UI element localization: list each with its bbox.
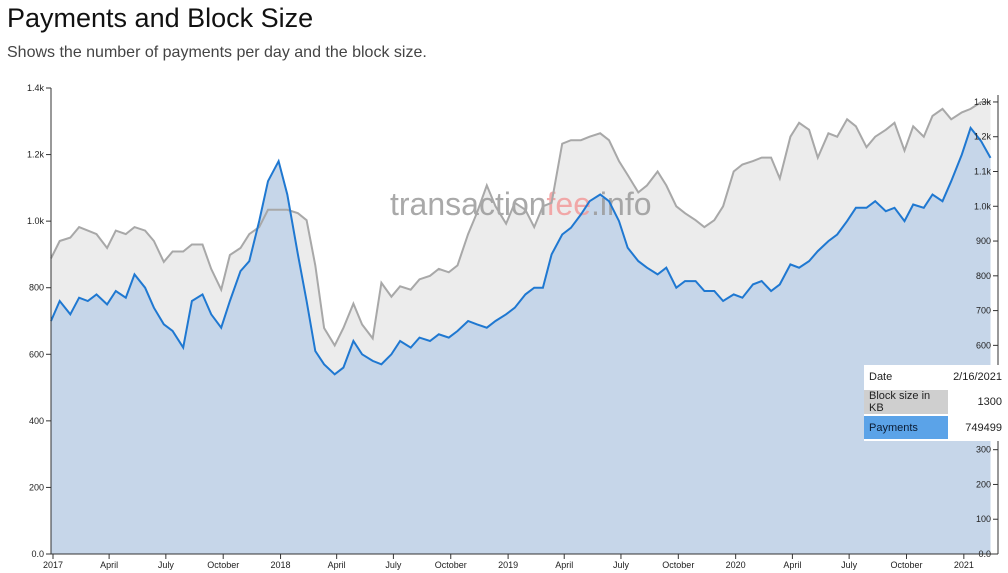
payments-area (51, 127, 991, 555)
page-subtitle: Shows the number of payments per day and… (7, 44, 427, 61)
x-axis-tick-label: July (385, 560, 402, 570)
x-axis-tick-label: July (158, 560, 175, 570)
left-axis-tick-label: 1.2k (27, 150, 45, 160)
right-axis-tick-label: 900 (976, 236, 991, 246)
x-axis-tick-label: 2021 (954, 560, 974, 570)
right-axis-tick-label: 100 (976, 514, 991, 524)
block-size-line (50, 101, 991, 348)
right-axis-tick-label: 1.1k (974, 167, 992, 177)
right-axis-tick-label: 800 (976, 271, 991, 281)
left-axis-tick-label: 800 (29, 283, 44, 293)
hover-tooltip: Date 2/16/2021 Block size in KB 1300 Pay… (864, 365, 1007, 441)
x-axis-tick-label: July (841, 560, 858, 570)
x-axis-tick-label: April (555, 560, 573, 570)
tooltip-row-date: Date 2/16/2021 (864, 365, 1007, 390)
left-axis-tick-label: 1.0k (27, 216, 45, 226)
x-axis-tick-label: 2018 (271, 560, 291, 570)
tooltip-date-label: Date (864, 365, 949, 390)
left-axis-tick-label: 200 (29, 482, 44, 492)
x-axis-tick-label: April (100, 560, 118, 570)
left-axis-tick-label: 0.0 (31, 549, 44, 559)
right-axis-tick-label: 700 (976, 306, 991, 316)
tooltip-row-payments: Payments 749499 (864, 415, 1007, 441)
left-axis-tick-label: 400 (29, 416, 44, 426)
page-title: Payments and Block Size (7, 3, 314, 33)
right-axis-tick-label: 1.0k (974, 201, 992, 211)
x-axis-tick-label: April (783, 560, 801, 570)
tooltip-row-block-size: Block size in KB 1300 (864, 389, 1007, 416)
left-axis-tick-label: 600 (29, 349, 44, 359)
payments-line (50, 125, 992, 376)
x-axis-tick-label: October (435, 560, 467, 570)
tooltip-payments-label: Payments (864, 415, 949, 441)
watermark-part-3: .info (591, 186, 651, 222)
right-axis-tick-label: 1.3k (974, 97, 992, 107)
tooltip-payments-value: 749499 (948, 415, 1007, 441)
tooltip-block-size-value: 1300 (948, 389, 1007, 416)
x-axis-tick-label: October (890, 560, 922, 570)
x-axis-tick-label: 2020 (726, 560, 746, 570)
left-axis-tick-label: 1.4k (27, 83, 45, 93)
right-axis-tick-label: 600 (976, 340, 991, 350)
x-axis-tick-label: October (207, 560, 239, 570)
tooltip-date-value: 2/16/2021 (948, 365, 1007, 390)
x-axis-tick-label: October (662, 560, 694, 570)
tooltip-block-size-label: Block size in KB (864, 389, 949, 416)
right-axis-tick-label: 300 (976, 445, 991, 455)
right-axis-tick-label: 200 (976, 479, 991, 489)
watermark-part-1: transaction (390, 186, 547, 222)
watermark: transactionfee.info (390, 186, 652, 222)
right-axis-tick-label: 1.2k (974, 132, 992, 142)
x-axis-tick-label: July (613, 560, 630, 570)
x-axis-tick-label: 2017 (43, 560, 63, 570)
x-axis-tick-label: April (328, 560, 346, 570)
x-axis-tick-label: 2019 (498, 560, 518, 570)
